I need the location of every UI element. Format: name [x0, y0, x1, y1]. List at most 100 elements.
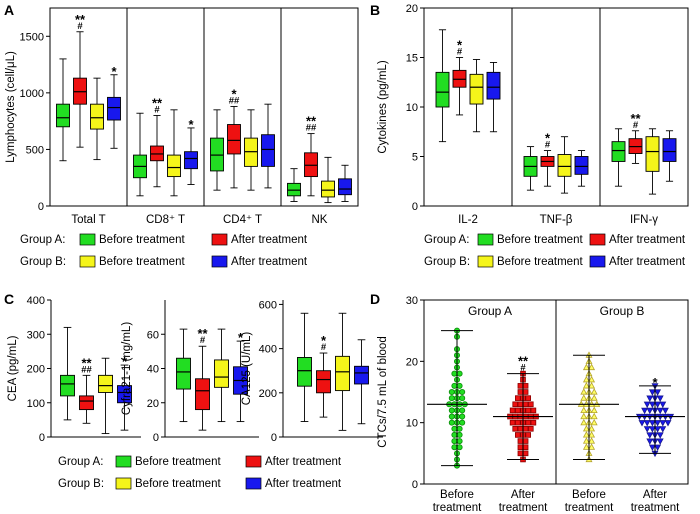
panel-c-2-box-3-box — [354, 365, 369, 385]
panel-d-series-2-point — [582, 363, 590, 371]
panel-b-y-tick-label: 20 — [406, 3, 418, 15]
panel-c-0-y-tick-label: 400 — [27, 295, 45, 307]
panel-d-series-3-point — [656, 438, 664, 445]
panel-d-series-3-point — [648, 389, 656, 396]
panel-d-series-0-point — [459, 407, 466, 414]
panel-label-c: C — [4, 291, 14, 307]
panel-d-series-3-point — [646, 395, 654, 402]
legend-b-before-label: Before treatment — [99, 256, 185, 268]
legend-c-b-before-label: Before treatment — [135, 478, 221, 490]
panel-d-series-1-point — [512, 401, 518, 408]
panel-b-box-2-1-significance-star: ** — [630, 111, 641, 126]
panel-d-series-1-point — [522, 444, 529, 450]
panel-a-box-2-1-significance-hash: ## — [229, 95, 240, 106]
panel-d-series-2-point — [590, 406, 598, 414]
panel-label-b: B — [370, 2, 380, 18]
panel-d-series-2-x-label-line1: Before — [572, 489, 606, 501]
panel-d-series-1-point — [528, 401, 534, 408]
panel-d-series-1-point — [525, 407, 531, 414]
panel-d-series-0-x-label-line1: Before — [440, 489, 474, 501]
panel-c-1-box-2-box — [214, 359, 229, 388]
panel-d-series-3-point — [654, 420, 662, 427]
panel-d-series-1-x-label-line2: treatment — [499, 502, 548, 514]
panel-a-box-1-2-box — [167, 154, 181, 178]
panel-d-series-2-point — [580, 418, 588, 426]
panel-d-series-1-point — [525, 432, 531, 438]
legend-b-a-before-label: Before treatment — [497, 234, 583, 246]
panel-b-frame — [423, 7, 689, 207]
panel-a-box-2-1-significance-star: * — [231, 86, 237, 101]
panel-d-series-1-point — [530, 419, 537, 426]
panel-d-series-0-x-label-line2: treatment — [433, 502, 482, 514]
panel-d-series-2-point — [582, 424, 590, 432]
panel-c-0-box-1-box — [79, 395, 94, 411]
panel-d-series-1-point — [528, 425, 534, 432]
panel-d-group-b-title: Group B — [600, 304, 645, 318]
panel-d-y-tick-label: 0 — [412, 479, 418, 491]
panel-d-series-2-point — [582, 437, 590, 444]
panel-d-series-1-point — [522, 389, 529, 395]
panel-d-series-3-point — [664, 420, 672, 427]
panel-a-box-0-3-box — [107, 96, 121, 121]
panel-d-series-3-point — [654, 426, 662, 433]
panel-d-series-1-point — [522, 425, 529, 432]
panel-d-series-2-point — [588, 363, 596, 371]
legend-c-a-before-label: Before treatment — [135, 456, 221, 468]
panel-b-y-tick-label: 10 — [406, 102, 418, 114]
panel-d-series-1-point — [517, 383, 524, 389]
panel-d-series-2-point — [580, 394, 588, 401]
panel-a-x-label: CD4⁺ T — [223, 214, 262, 226]
panel-d-y-tick-label: 20 — [406, 356, 418, 368]
panel-d-series-1-point — [522, 438, 529, 444]
legend-group-b-label: Group B: — [20, 256, 66, 268]
legend-panel-a: Group A: Before treatment After treatmen… — [20, 233, 308, 268]
panel-d-y-tick-label: 30 — [406, 295, 418, 307]
panel-d-series-3-point — [656, 432, 664, 439]
panel-d-series-2-point — [588, 431, 596, 438]
panel-b-box-1-1-significance-star: * — [545, 131, 551, 146]
panel-c-0-y-tick-label: 200 — [27, 364, 45, 376]
panel-c-2-box-1-box — [316, 370, 331, 394]
panel-b-x-label: IFN-γ — [630, 214, 658, 226]
panel-c-2-y-axis-label: CA125 (U/mL) — [241, 332, 253, 406]
panel-d-series-1-point — [517, 444, 524, 450]
legend-panel-b: Group A: Before treatment After treatmen… — [424, 233, 686, 268]
legend-swatch-b-after — [211, 255, 228, 268]
panel-b-box-0-2-box — [469, 73, 484, 105]
panel-c-0-box-1-significance-hash: ## — [81, 364, 92, 375]
panel-b-x-label: IL-2 — [458, 214, 478, 226]
panel-d-series-0-point — [456, 370, 463, 377]
panel-d-series-1-point — [522, 383, 529, 389]
panel-d-series-2-point — [590, 388, 598, 395]
panel-c-0-box-2-box — [98, 374, 113, 393]
panel-d-series-1-point — [525, 395, 531, 401]
panel-c-1-box-1-significance-hash: # — [200, 335, 206, 346]
panel-d-series-1-point — [517, 450, 524, 457]
legend-b-group-a-label: Group A: — [424, 234, 469, 246]
panel-d-series-2-point — [580, 388, 588, 395]
panel-a-y-tick-label: 1500 — [20, 31, 44, 43]
legend-swatch-a-before — [79, 233, 96, 246]
panel-c-1-y-axis-label: Cyfra21-1 (ng/mL) — [121, 322, 133, 415]
panel-d-series-3-x-label-line2: treatment — [631, 502, 680, 514]
panel-label-d: D — [370, 291, 380, 307]
panel-d-series-0-point — [459, 388, 466, 395]
panel-d-series-2-point — [588, 375, 596, 383]
legend-c-swatch-b-before — [115, 477, 132, 490]
legend-c-swatch-b-after — [245, 477, 262, 490]
panel-c-0-box-1-significance-star: ** — [81, 355, 92, 370]
panel-b-box-2-3-box — [662, 138, 677, 162]
panel-d-series-3-point — [659, 401, 667, 409]
legend-b-swatch-a-before — [477, 233, 494, 246]
panel-b-x-label: TNF-β — [540, 214, 573, 226]
panel-d-series-3-point — [648, 420, 656, 427]
panel-d-series-3-point — [659, 426, 667, 433]
legend-group-a-label: Group A: — [20, 234, 65, 246]
panel-d-series-0-point — [451, 438, 458, 445]
panel-c-0-y-tick-label: 0 — [39, 432, 45, 444]
legend-c-swatch-a-after — [245, 455, 262, 468]
panel-c-2-box-1-significance-star: * — [321, 333, 327, 348]
panel-c-2-y-tick-label: 0 — [271, 432, 277, 444]
